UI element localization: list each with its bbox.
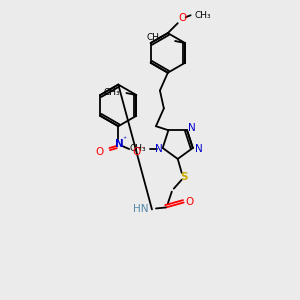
Text: HN: HN — [133, 204, 148, 214]
Text: N: N — [115, 139, 124, 149]
Text: CH₃: CH₃ — [129, 145, 146, 154]
Text: O: O — [95, 147, 104, 157]
Text: CH₃: CH₃ — [104, 88, 121, 97]
Text: N: N — [195, 144, 202, 154]
Text: CH₃: CH₃ — [195, 11, 211, 20]
Text: O: O — [185, 196, 194, 206]
Text: CH₃: CH₃ — [147, 33, 163, 42]
Text: S: S — [180, 172, 188, 182]
Text: O: O — [132, 147, 140, 157]
Text: ⁻: ⁻ — [140, 145, 144, 154]
Text: O: O — [178, 13, 187, 23]
Text: ⁺: ⁺ — [122, 135, 126, 144]
Text: N: N — [188, 123, 196, 133]
Text: N: N — [155, 144, 163, 154]
